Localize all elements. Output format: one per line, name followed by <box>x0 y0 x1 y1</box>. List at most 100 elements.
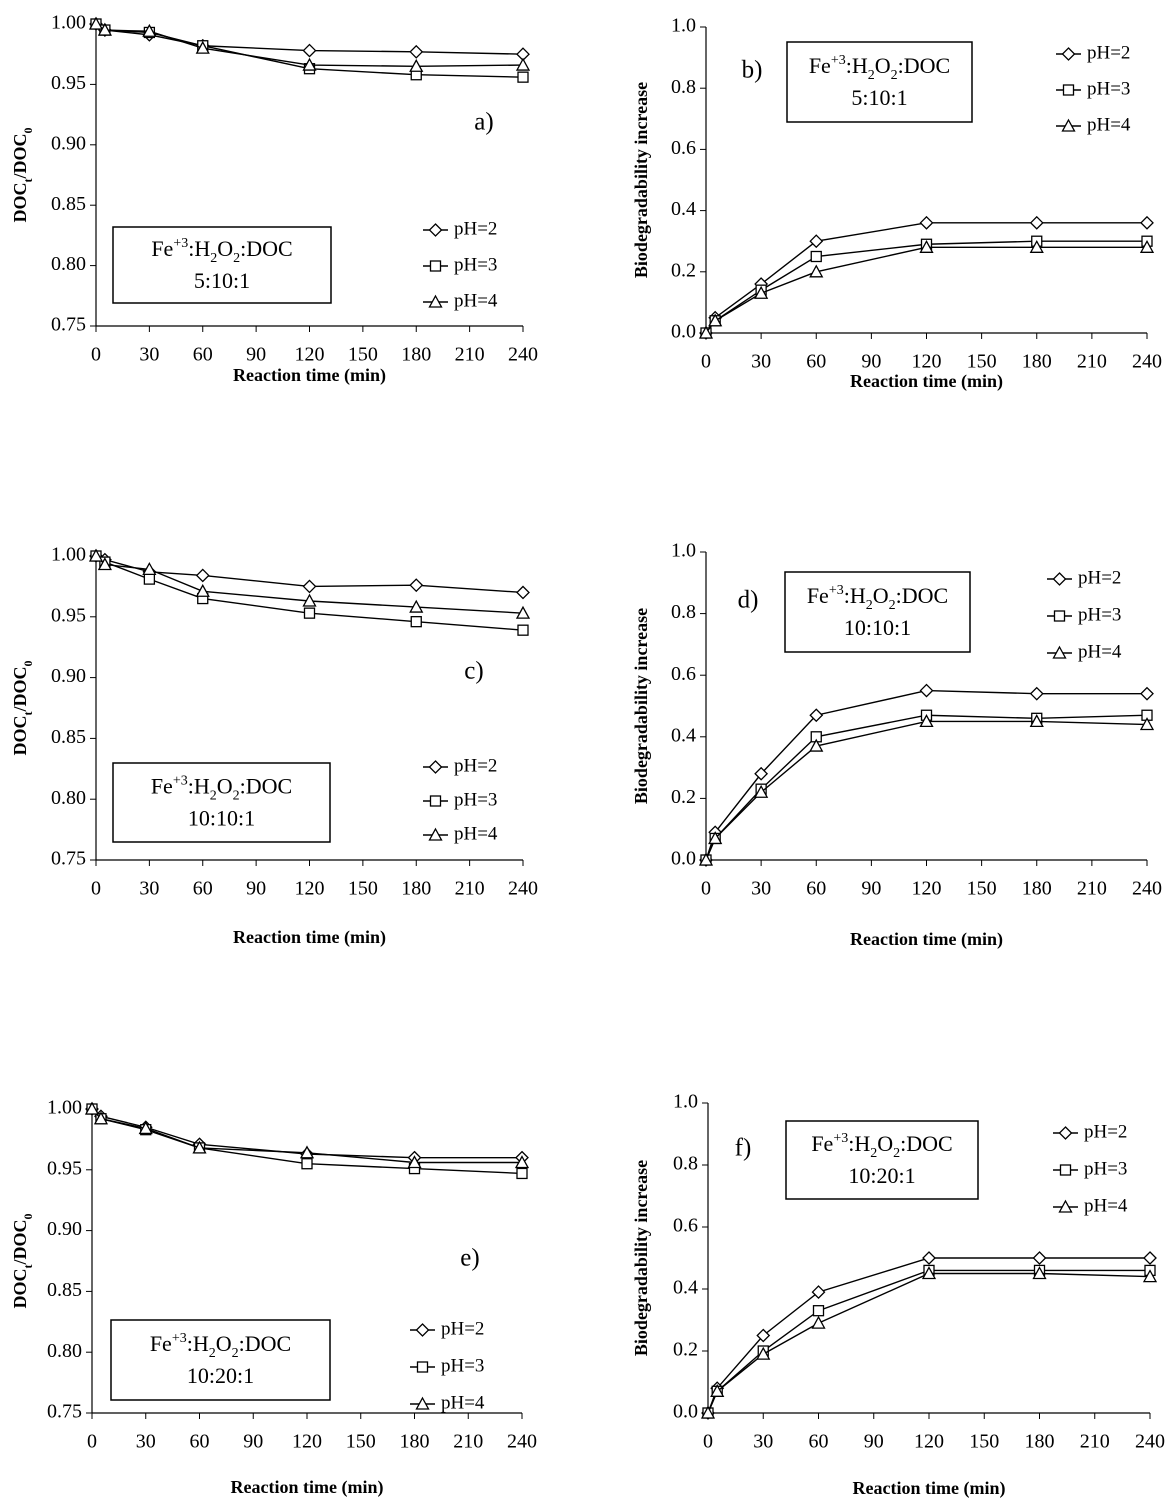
text-part: O <box>877 1131 893 1156</box>
marker <box>1061 47 1076 61</box>
panel: 0.0 0.2 0.4 0.6 0.8 1.0 0 30 60 90 120 150 180 210 240… <box>631 15 1162 393</box>
y-tick-label: 0.75 <box>47 1401 82 1423</box>
marker <box>192 1140 207 1154</box>
y-tick-label: 0.0 <box>671 321 696 343</box>
marker <box>698 852 714 866</box>
legend-label: pH=2 <box>441 1318 484 1339</box>
y-tick-label: 0.80 <box>47 1340 82 1362</box>
x-tick-label: 210 <box>453 1431 483 1453</box>
y-axis-title: Biodegradability increase <box>631 608 651 804</box>
y-tick-label: 0.90 <box>47 1218 82 1240</box>
marker <box>195 40 210 54</box>
condition-box <box>112 226 332 304</box>
x-tick-label: 240 <box>1135 1431 1165 1453</box>
text-part: /DOC <box>10 667 30 713</box>
y-tick-label: 0.8 <box>671 601 696 623</box>
y-tick-label: 0.75 <box>51 848 86 870</box>
condition-text: Fe+3:H2O2:DOC <box>809 53 950 83</box>
marker <box>515 57 531 71</box>
x-tick-label: 150 <box>969 1431 999 1453</box>
x-axis-title: Reaction time (min) <box>850 929 1003 950</box>
marker <box>1139 717 1155 731</box>
legend-label: pH=3 <box>1087 78 1130 99</box>
script-text: 0 <box>21 128 35 134</box>
x-tick-label: 240 <box>1132 351 1162 373</box>
x-tick-label: 60 <box>806 878 826 900</box>
marker <box>1059 1164 1072 1176</box>
marker <box>1140 686 1154 701</box>
marker <box>1032 1266 1047 1280</box>
script-text: 2 <box>210 788 217 803</box>
y-tick-label: 0.2 <box>673 1339 698 1361</box>
panel-label: a) <box>474 109 493 136</box>
x-tick-label: 30 <box>751 351 771 373</box>
x-tick-label: 120 <box>912 351 942 373</box>
marker <box>810 250 822 263</box>
x-tick-label: 60 <box>190 1431 210 1453</box>
marker <box>809 234 824 249</box>
text-part: :DOC <box>898 53 951 78</box>
marker <box>1143 1251 1157 1265</box>
script-text: 2 <box>868 68 875 83</box>
y-tick-label: 0.8 <box>673 1153 698 1175</box>
marker <box>88 548 104 562</box>
text-part: DOC <box>10 716 30 756</box>
x-tick-label: 210 <box>1077 351 1107 373</box>
x-tick-label: 0 <box>701 351 711 373</box>
marker <box>754 285 769 299</box>
condition-ratio: 10:20:1 <box>848 1163 915 1188</box>
x-tick-label: 240 <box>1132 878 1162 900</box>
y-axis-title: DOCt/DOC0 <box>10 128 35 223</box>
script-text: 2 <box>870 1146 877 1161</box>
text-part: :DOC <box>900 1131 953 1156</box>
y-tick-label: 0.4 <box>671 198 696 220</box>
legend-label: pH=2 <box>454 218 497 239</box>
marker <box>1139 239 1155 253</box>
script-text: +3 <box>173 773 188 788</box>
x-tick-label: 90 <box>243 1431 263 1453</box>
script-text: 2 <box>893 1146 900 1161</box>
marker <box>195 583 210 597</box>
y-tick-label: 0.4 <box>671 724 696 746</box>
text-part: Fe <box>151 774 173 799</box>
marker <box>517 71 529 83</box>
x-tick-label: 90 <box>861 351 881 373</box>
script-text: 2 <box>232 1346 239 1361</box>
marker <box>138 1121 153 1135</box>
marker <box>429 795 442 807</box>
marker <box>700 1405 716 1419</box>
script-text: 2 <box>210 251 217 266</box>
marker <box>302 593 317 607</box>
marker <box>302 579 317 594</box>
marker <box>409 58 424 72</box>
script-text: 2 <box>209 1346 216 1361</box>
marker <box>428 760 443 774</box>
legend-label: pH=3 <box>441 1355 484 1376</box>
text-part: O <box>875 53 891 78</box>
x-tick-label: 60 <box>193 344 213 366</box>
marker <box>811 1315 826 1329</box>
panel: 0.75 0.80 0.85 0.90 0.95 1.00 0 30 60 90 120 150 180… <box>10 544 538 949</box>
legend-label: pH=2 <box>1087 42 1130 63</box>
x-axis-title: Reaction time (min) <box>233 365 386 386</box>
y-tick-label: 0.80 <box>51 253 86 275</box>
text-part: :H <box>848 1131 870 1156</box>
marker <box>514 1155 530 1169</box>
text-part: /DOC <box>10 1220 30 1266</box>
panel-label: c) <box>464 658 483 685</box>
marker <box>93 1111 109 1125</box>
x-tick-label: 30 <box>139 344 159 366</box>
text-part: :H <box>188 774 210 799</box>
x-tick-label: 210 <box>1080 1431 1110 1453</box>
x-tick-label: 0 <box>703 1431 713 1453</box>
y-tick-label: 1.00 <box>47 1097 82 1119</box>
y-tick-label: 0.95 <box>47 1157 82 1179</box>
y-tick-label: 1.00 <box>51 12 86 34</box>
x-tick-label: 30 <box>751 878 771 900</box>
x-tick-label: 210 <box>455 344 485 366</box>
panel-label: d) <box>738 587 759 614</box>
legend-label: pH=2 <box>1084 1121 1127 1142</box>
marker <box>416 1361 429 1373</box>
y-axis-title: DOCt/DOC0 <box>10 661 35 756</box>
x-tick-label: 90 <box>246 878 266 900</box>
